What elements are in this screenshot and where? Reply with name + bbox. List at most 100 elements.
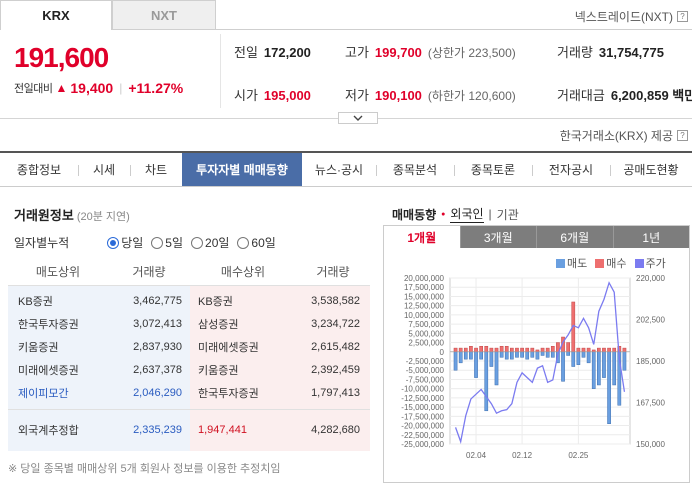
- buy-bar: [525, 347, 530, 353]
- nav-quotes[interactable]: 시세: [78, 153, 130, 186]
- buy-bar: [520, 347, 524, 353]
- tab-1year[interactable]: 1년: [612, 226, 689, 248]
- sell-volume: 3,462,775: [133, 294, 182, 307]
- sell-bar: [458, 351, 463, 364]
- x-tick-label: 02.04: [466, 451, 487, 460]
- sell-volume: 2,046,290: [133, 386, 182, 399]
- left-tick-label: -2,500,000: [406, 357, 445, 366]
- buy-bar: [504, 345, 509, 353]
- stat-low: 저가 190,100 (하한가 120,600): [345, 85, 516, 104]
- buy-bar: [581, 347, 586, 353]
- legend-swatch: [595, 259, 605, 268]
- tab-nxt[interactable]: NXT: [112, 0, 216, 30]
- sell-bar: [540, 351, 545, 356]
- main-nav: 종합정보 시세 차트 투자자별 매매동향 뉴스·공시 종목분석 종목토론 전자공…: [0, 151, 692, 187]
- trend-institution-link[interactable]: 기관: [496, 207, 519, 222]
- left-tick-label: -12,500,000: [401, 394, 444, 403]
- collapse-button[interactable]: [338, 112, 378, 124]
- right-tick-label: 167,500: [636, 399, 665, 408]
- left-tick-label: -5,000,000: [406, 366, 445, 375]
- bullet-icon: ●: [441, 210, 446, 218]
- buy-bar: [530, 347, 535, 353]
- x-tick-label: 02.25: [568, 451, 589, 460]
- sell-bar: [504, 351, 509, 360]
- trend-foreign-link[interactable]: 외국인: [450, 207, 484, 223]
- nav-overview[interactable]: 종합정보: [16, 163, 62, 177]
- trend-title: 매매동향: [392, 207, 437, 222]
- stat-label: 거래량: [557, 45, 593, 60]
- radio-icon[interactable]: [107, 236, 120, 249]
- help-icon[interactable]: ?: [677, 130, 688, 141]
- change-separator: |: [119, 81, 123, 95]
- col-buy-volume: 거래량: [316, 265, 350, 279]
- left-tick-label: 12,500,000: [404, 302, 445, 311]
- help-icon[interactable]: ?: [677, 11, 688, 22]
- sell-volume: 2,837,930: [133, 340, 182, 353]
- nav-short-selling[interactable]: 공매도현황: [610, 153, 692, 186]
- nav-news[interactable]: 뉴스·공시: [314, 163, 364, 177]
- radio-today[interactable]: 당일: [107, 234, 143, 251]
- period-selector: 일자별누적 당일 5일 20일 60일: [14, 234, 276, 251]
- nav-disclosure[interactable]: 전자공시: [532, 153, 610, 186]
- broker-table: 매도상위 거래량 매수상위 거래량 KB증권 3,462,775 KB증권 3,…: [8, 258, 370, 441]
- left-tick-label: 2,500,000: [408, 339, 444, 348]
- tab-6month[interactable]: 6개월: [536, 226, 613, 248]
- tab-1month[interactable]: 1개월: [384, 226, 460, 248]
- nav-analysis[interactable]: 종목분석: [376, 153, 454, 186]
- sell-broker: 키움증권: [18, 341, 59, 354]
- section-title-text: 거래원정보: [14, 208, 74, 223]
- nav-chart[interactable]: 차트: [130, 153, 182, 186]
- col-sell-top: 매도상위: [35, 265, 81, 279]
- trend-chart: 20,000,00017,500,00015,000,00012,500,000…: [401, 274, 665, 460]
- radio-icon[interactable]: [151, 236, 164, 249]
- left-tick-label: 15,000,000: [404, 292, 445, 301]
- left-tick-label: 0: [440, 348, 445, 357]
- stat-value: 190,100: [374, 88, 422, 103]
- stat-label: 거래대금: [557, 88, 605, 103]
- stat-value: 31,754,775: [598, 45, 664, 60]
- radio-icon[interactable]: [237, 236, 250, 249]
- left-tick-label: -10,000,000: [401, 385, 444, 394]
- left-tick-label: -22,500,000: [401, 431, 444, 440]
- sell-volume: 3,072,413: [133, 317, 182, 330]
- nxt-link[interactable]: 넥스트레이드(NXT) ?: [575, 8, 688, 25]
- buy-bar: [494, 347, 499, 353]
- radio-60day[interactable]: 60일: [237, 234, 276, 251]
- radio-5day[interactable]: 5일: [151, 234, 183, 251]
- buy-bar: [540, 347, 545, 353]
- right-tick-label: 150,000: [636, 440, 665, 449]
- foreign-total-label: 외국계추정합: [18, 424, 79, 437]
- sell-bar: [591, 351, 596, 389]
- chart-box: [383, 225, 690, 483]
- sell-bar: [622, 351, 627, 371]
- sell-bar: [499, 351, 504, 358]
- sell-broker: KB증권: [18, 295, 53, 308]
- radio-icon[interactable]: [191, 236, 204, 249]
- trend-separator: |: [488, 207, 492, 221]
- chevron-down-icon: [353, 115, 363, 121]
- left-tick-label: -25,000,000: [401, 440, 444, 449]
- stats-divider: [220, 34, 221, 108]
- nav-investor-trend[interactable]: 투자자별 매매동향: [182, 153, 302, 186]
- tab-krx[interactable]: KRX: [0, 0, 112, 30]
- buy-bar: [515, 347, 519, 353]
- stat-open: 시가 195,000: [234, 85, 311, 104]
- upper-limit: (상한가 223,500): [427, 46, 516, 60]
- sell-broker: 미래에셋증권: [18, 364, 79, 377]
- tab-3month[interactable]: 3개월: [459, 226, 536, 248]
- current-price: 191,600: [14, 42, 109, 73]
- sell-bar: [453, 351, 458, 371]
- stat-amount: 거래대금 6,200,859 백만: [557, 85, 692, 104]
- radio-20day[interactable]: 20일: [191, 234, 229, 251]
- buy-volume: 1,797,413: [311, 386, 360, 399]
- sell-bar: [566, 351, 570, 356]
- chart-period-tabs: 1개월 3개월 6개월 1년: [384, 226, 689, 248]
- nav-discussion[interactable]: 종목토론: [454, 153, 532, 186]
- period-label: 일자별누적: [14, 236, 70, 250]
- change-value: 19,400: [70, 80, 114, 96]
- sell-column-bg: [8, 286, 190, 451]
- sell-bar: [515, 351, 519, 358]
- buy-bar: [489, 347, 494, 353]
- sell-bar: [586, 351, 591, 364]
- buy-broker: 한국투자증권: [198, 387, 259, 400]
